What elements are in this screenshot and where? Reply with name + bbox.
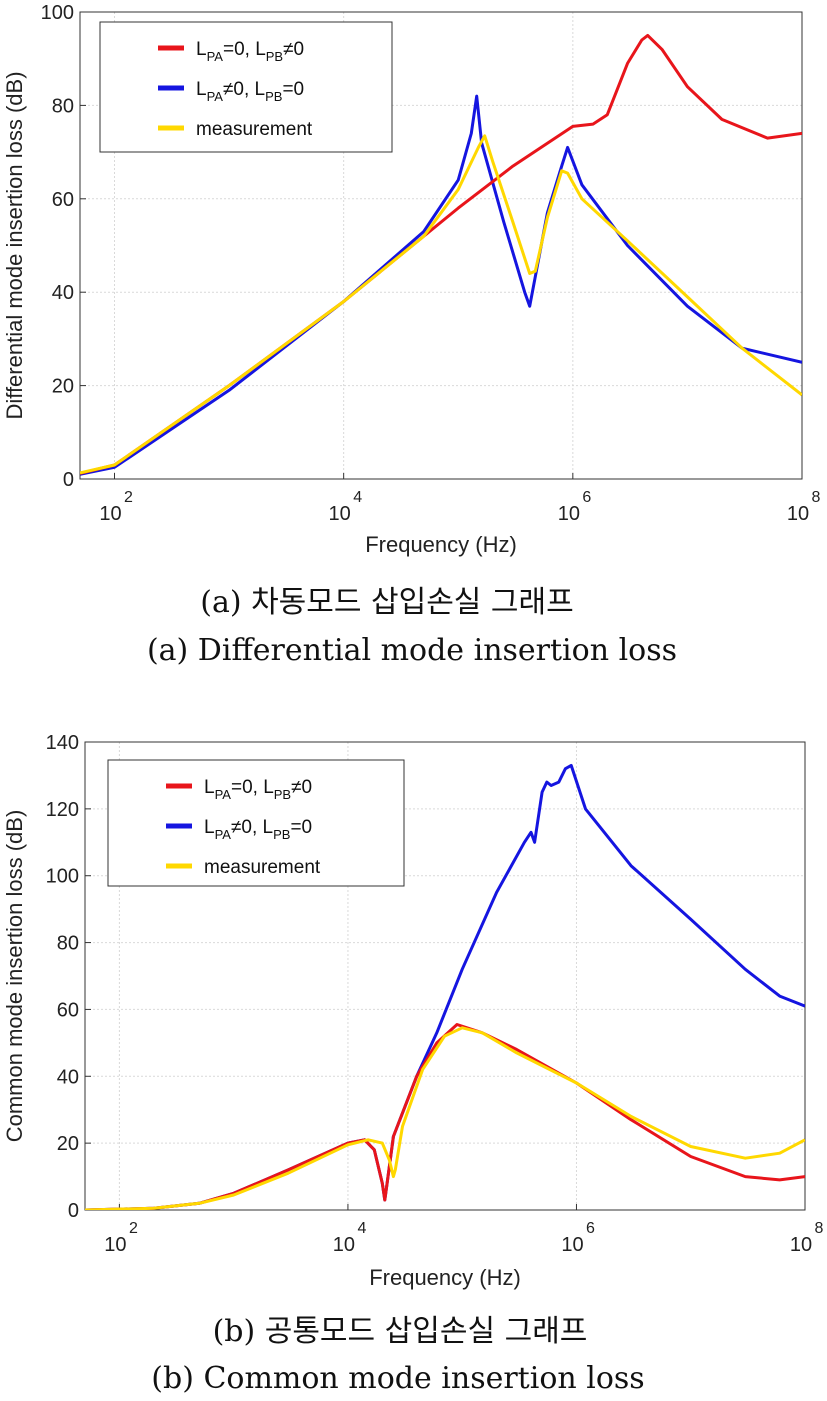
x-tick-label-base: 10 [99, 503, 121, 525]
x-tick-label-base: 10 [104, 1234, 126, 1256]
legend: LPA=0, LPB≠0 LPA≠0, LPB=0 measurement [99, 21, 393, 153]
x-tick-label-exponent: 8 [815, 1220, 824, 1237]
y-tick-label: 20 [57, 1133, 79, 1155]
legend-entry-1: LPA≠0, LPB=0 [204, 817, 312, 842]
x-tick-label-exponent: 6 [586, 1220, 595, 1237]
y-tick-label: 20 [52, 376, 74, 398]
legend-entry-2: measurement [196, 119, 313, 140]
legend-box [99, 21, 393, 153]
y-tick-label: 120 [46, 799, 79, 821]
x-tick-label-exponent: 8 [812, 489, 821, 506]
x-tick-label-exponent: 4 [353, 489, 362, 506]
y-tick-label: 40 [52, 282, 74, 304]
x-axis-label: Frequency (Hz) [369, 1265, 521, 1290]
y-tick-label: 0 [63, 469, 74, 491]
y-tick-label: 0 [68, 1200, 79, 1222]
caption-korean-b: (b) 공통모드 삽입손실 그래프 [213, 1314, 588, 1349]
plot-frame [79, 11, 803, 480]
series-line-0 [85, 1023, 805, 1210]
x-tick-label-base: 10 [787, 503, 809, 525]
caption-english-a: (a) Differential mode insertion loss [147, 633, 677, 668]
y-axis-label: Differential mode insertion loss (dB) [2, 71, 27, 419]
x-tick-label-exponent: 6 [582, 489, 591, 506]
legend: LPA=0, LPB≠0 LPA≠0, LPB=0 measurement [107, 759, 405, 887]
legend-entry-0: LPA=0, LPB≠0 [204, 777, 312, 802]
y-tick-label: 100 [41, 2, 74, 24]
plot-frame [84, 741, 806, 1211]
x-tick-label-exponent: 2 [124, 489, 133, 506]
y-axis-label: Common mode insertion loss (dB) [2, 810, 27, 1143]
caption-english-b: (b) Common mode insertion loss [151, 1361, 644, 1396]
chart-common-mode: 020406080100120140102104106108Frequency … [2, 732, 824, 1290]
x-tick-label-base: 10 [333, 1234, 355, 1256]
legend-entry-0: LPA=0, LPB≠0 [196, 39, 304, 64]
y-tick-label: 140 [46, 732, 79, 754]
series-line-2 [80, 134, 802, 475]
x-tick-label-exponent: 4 [357, 1220, 366, 1237]
caption-korean-a: (a) 차동모드 삽입손실 그래프 [200, 585, 574, 620]
x-tick-label-base: 10 [561, 1234, 583, 1256]
y-tick-label: 100 [46, 866, 79, 888]
x-tick-label-base: 10 [790, 1234, 812, 1256]
y-tick-label: 60 [57, 999, 79, 1021]
x-axis-label: Frequency (Hz) [365, 532, 517, 557]
legend-entry-2: measurement [204, 857, 321, 878]
y-tick-label: 40 [57, 1066, 79, 1088]
legend-box [107, 759, 405, 887]
x-tick-label-exponent: 2 [129, 1220, 138, 1237]
x-tick-label-base: 10 [329, 503, 351, 525]
legend-entry-1: LPA≠0, LPB=0 [196, 79, 304, 104]
series-line-2 [85, 1026, 805, 1210]
y-tick-label: 80 [52, 95, 74, 117]
y-tick-label: 60 [52, 189, 74, 211]
y-tick-label: 80 [57, 933, 79, 955]
series-line-1 [80, 94, 802, 476]
x-tick-label-base: 10 [558, 503, 580, 525]
